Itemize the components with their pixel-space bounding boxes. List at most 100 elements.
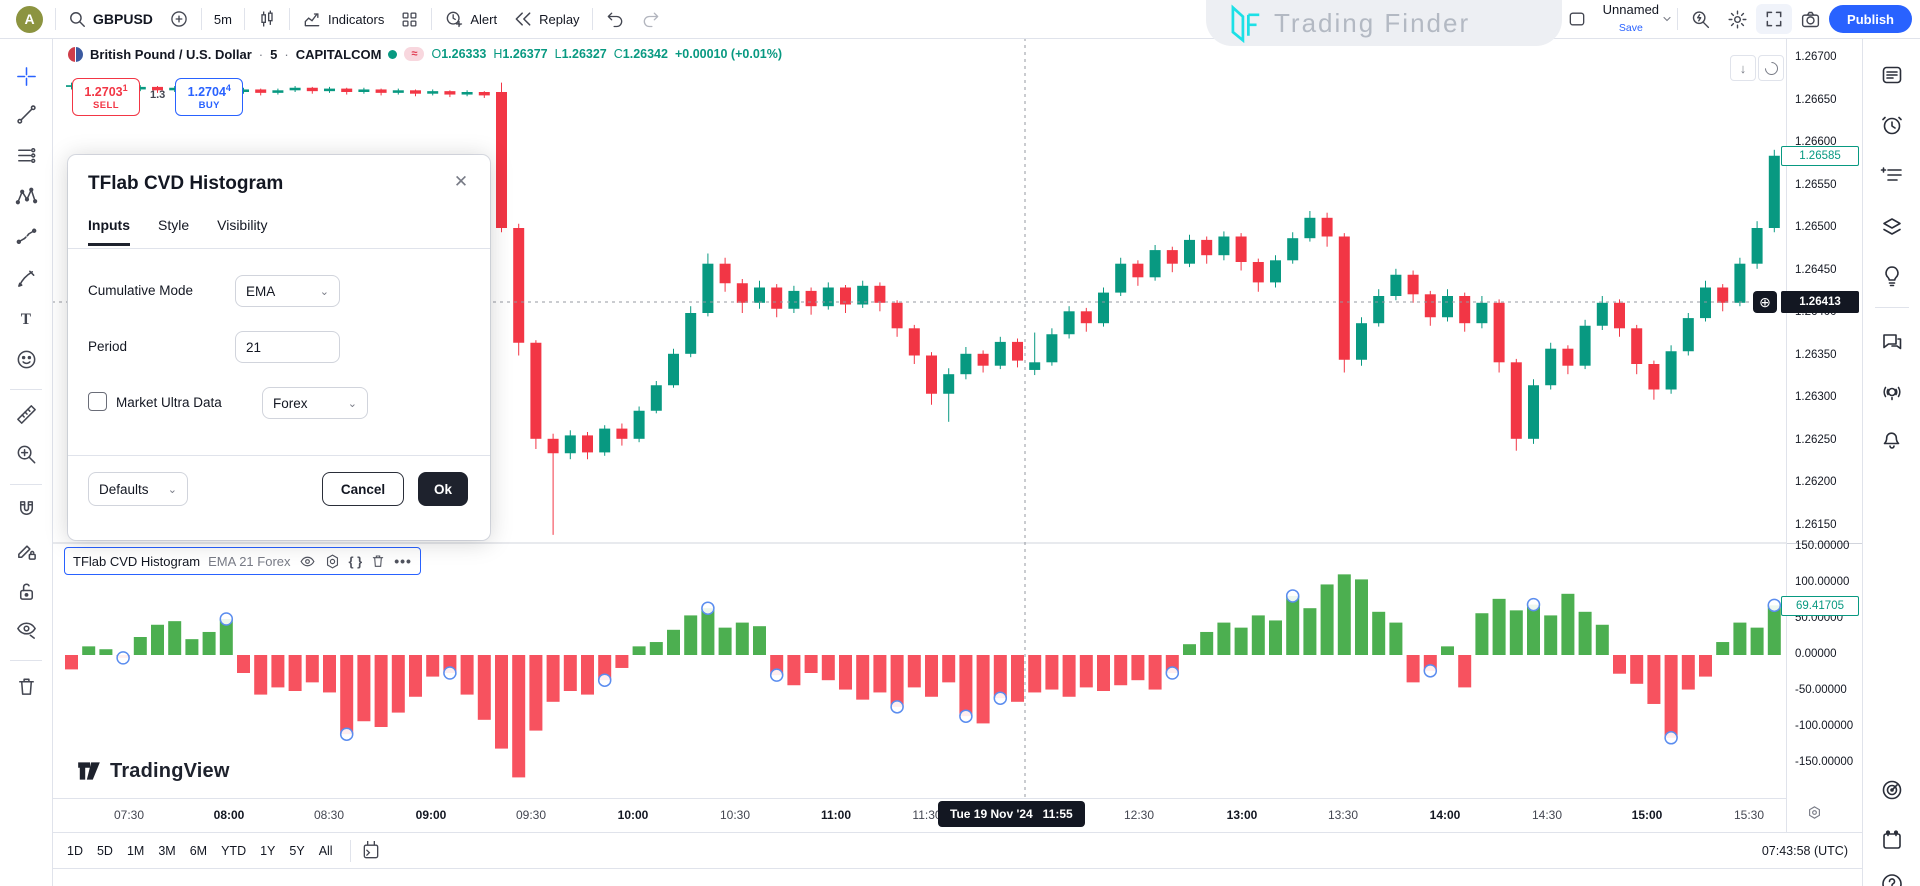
symbol-legend[interactable]: British Pound / U.S. Dollar · 5 · CAPITA… (68, 44, 782, 64)
tab-style[interactable]: Style (158, 217, 190, 233)
close-icon[interactable]: ✕ (453, 172, 469, 191)
journal-icon[interactable] (1877, 161, 1907, 191)
indicator-settings-icon[interactable] (324, 553, 341, 570)
tab-visibility[interactable]: Visibility (217, 217, 268, 233)
zoom-in-icon[interactable] (12, 440, 40, 468)
timezone-clock[interactable]: 07:43:58 (UTC) (1761, 843, 1848, 858)
symbol-interval[interactable]: 5 (270, 46, 278, 62)
symbol-search-button[interactable]: GBPUSD (60, 4, 161, 34)
alerts-icon[interactable] (1877, 110, 1907, 140)
indicators-button[interactable]: Indicators (294, 4, 392, 34)
histogram-bar (959, 655, 973, 717)
text-icon[interactable]: T (12, 304, 40, 332)
range-1d-button[interactable]: 1D (67, 843, 83, 858)
symbol-exchange[interactable]: CAPITALCOM (295, 46, 382, 62)
sell-button[interactable]: 1.27031 SELL (72, 78, 140, 116)
indicator-settings-dialog: TFlab CVD Histogram ✕ Inputs Style Visib… (68, 155, 490, 540)
indicator-more-icon[interactable]: ••• (394, 553, 412, 569)
range-1y-button[interactable]: 1Y (260, 843, 276, 858)
scroll-to-recent-button[interactable]: ↓ (1730, 55, 1756, 81)
time-axis[interactable]: 07:30 08:00 08:30 09:00 09:30 10:00 10:30 11:00… (52, 798, 1786, 833)
watchlist-icon[interactable] (1877, 60, 1907, 90)
chat-icon[interactable] (1877, 327, 1907, 357)
period-input[interactable] (235, 331, 340, 363)
indicator-templates-button[interactable] (392, 4, 427, 34)
calendar-icon[interactable] (1877, 825, 1907, 855)
trend-line-icon[interactable] (12, 100, 40, 128)
cancel-button[interactable]: Cancel (322, 472, 404, 506)
indicator-legend[interactable]: TFlab CVD Histogram EMA 21 Forex { } ••• (64, 547, 421, 575)
redo-button[interactable] (633, 4, 669, 34)
market-ultra-data-checkbox[interactable] (88, 392, 107, 411)
streams-icon[interactable] (1877, 377, 1907, 407)
delayed-data-badge[interactable]: ≈ (404, 47, 425, 61)
publish-button[interactable]: Publish (1829, 5, 1912, 33)
market-status-dot[interactable] (388, 49, 398, 59)
settings-button[interactable] (1719, 4, 1756, 34)
fullscreen-button[interactable] (1756, 4, 1793, 34)
histogram-bar (288, 655, 302, 691)
horizontal-lines-icon[interactable] (12, 141, 40, 169)
replay-button[interactable]: Replay (505, 4, 587, 34)
hide-drawings-icon[interactable] (12, 615, 40, 643)
time-axis-settings-icon[interactable] (1806, 804, 1823, 821)
ok-button[interactable]: Ok (418, 472, 468, 506)
forecast-icon[interactable] (12, 222, 40, 250)
object-tree-icon[interactable] (1877, 212, 1907, 242)
candle (943, 374, 955, 394)
chart-canvas[interactable] (52, 38, 1786, 798)
divergence-marker (1423, 664, 1438, 678)
histogram-bar (615, 655, 629, 668)
plus-tracking-icon[interactable]: ⊕ (1753, 291, 1777, 313)
cumulative-mode-select[interactable]: EMA ⌄ (235, 275, 340, 307)
quick-search-button[interactable] (1682, 4, 1719, 34)
indicator-source-code-icon[interactable]: { } (348, 553, 363, 569)
undo-button[interactable] (597, 4, 633, 34)
defaults-select[interactable]: Defaults ⌄ (88, 472, 188, 506)
divergence-marker (339, 727, 354, 741)
buy-button[interactable]: 1.27044 BUY (175, 78, 244, 116)
ideas-icon[interactable] (1877, 261, 1907, 291)
symbol-title[interactable]: British Pound / U.S. Dollar (90, 46, 252, 62)
chevron-down-icon[interactable] (1661, 13, 1673, 25)
layout-name[interactable]: Unnamed (1602, 2, 1660, 17)
range-5y-button[interactable]: 5Y (289, 843, 305, 858)
candle (788, 290, 800, 309)
range-3m-button[interactable]: 3M (158, 843, 176, 858)
chart-style-button[interactable] (249, 4, 285, 34)
lock-all-icon[interactable] (12, 577, 40, 605)
layout-icon-button[interactable] (1559, 4, 1595, 34)
go-to-date-icon[interactable] (361, 840, 381, 861)
indicator-delete-icon[interactable] (370, 553, 386, 569)
range-6m-button[interactable]: 6M (189, 843, 208, 858)
notifications-icon[interactable] (1877, 423, 1907, 453)
compare-add-symbol-button[interactable] (161, 4, 197, 34)
xabcd-pattern-icon[interactable] (12, 182, 40, 210)
range-1m-button[interactable]: 1M (126, 843, 145, 858)
reset-chart-view-button[interactable] (1758, 55, 1784, 81)
indicator-title[interactable]: TFlab CVD Histogram (73, 553, 201, 569)
save-label[interactable]: Save (1618, 22, 1643, 34)
layout-save-menu[interactable]: Unnamed Save (1595, 2, 1667, 34)
emoji-icon[interactable] (12, 345, 40, 373)
range-all-button[interactable]: All (318, 843, 333, 858)
market-select[interactable]: Forex ⌄ (262, 387, 368, 419)
range-5d-button[interactable]: 5D (96, 843, 113, 858)
magnet-icon[interactable] (12, 495, 40, 523)
interval-button[interactable]: 5m (206, 4, 240, 34)
account-menu-button[interactable]: A (8, 4, 51, 34)
help-icon[interactable] (1877, 869, 1907, 886)
crosshair-icon[interactable] (12, 62, 40, 90)
price-axis[interactable]: 1.26585 1.26413 69.41705 1.26700 1.26650 1… (1781, 38, 1863, 832)
range-ytd-button[interactable]: YTD (221, 843, 247, 858)
ruler-icon[interactable] (12, 400, 40, 428)
alert-button[interactable]: Alert (436, 4, 505, 34)
drawing-lock-icon[interactable] (12, 536, 40, 564)
brush-icon[interactable] (12, 264, 40, 292)
screenshot-button[interactable] (1792, 4, 1829, 34)
remove-drawings-icon[interactable] (12, 672, 40, 700)
screener-icon[interactable] (1877, 775, 1907, 805)
indicator-hide-icon[interactable] (299, 553, 316, 570)
avatar[interactable]: A (16, 5, 43, 33)
tab-inputs[interactable]: Inputs (88, 217, 130, 246)
